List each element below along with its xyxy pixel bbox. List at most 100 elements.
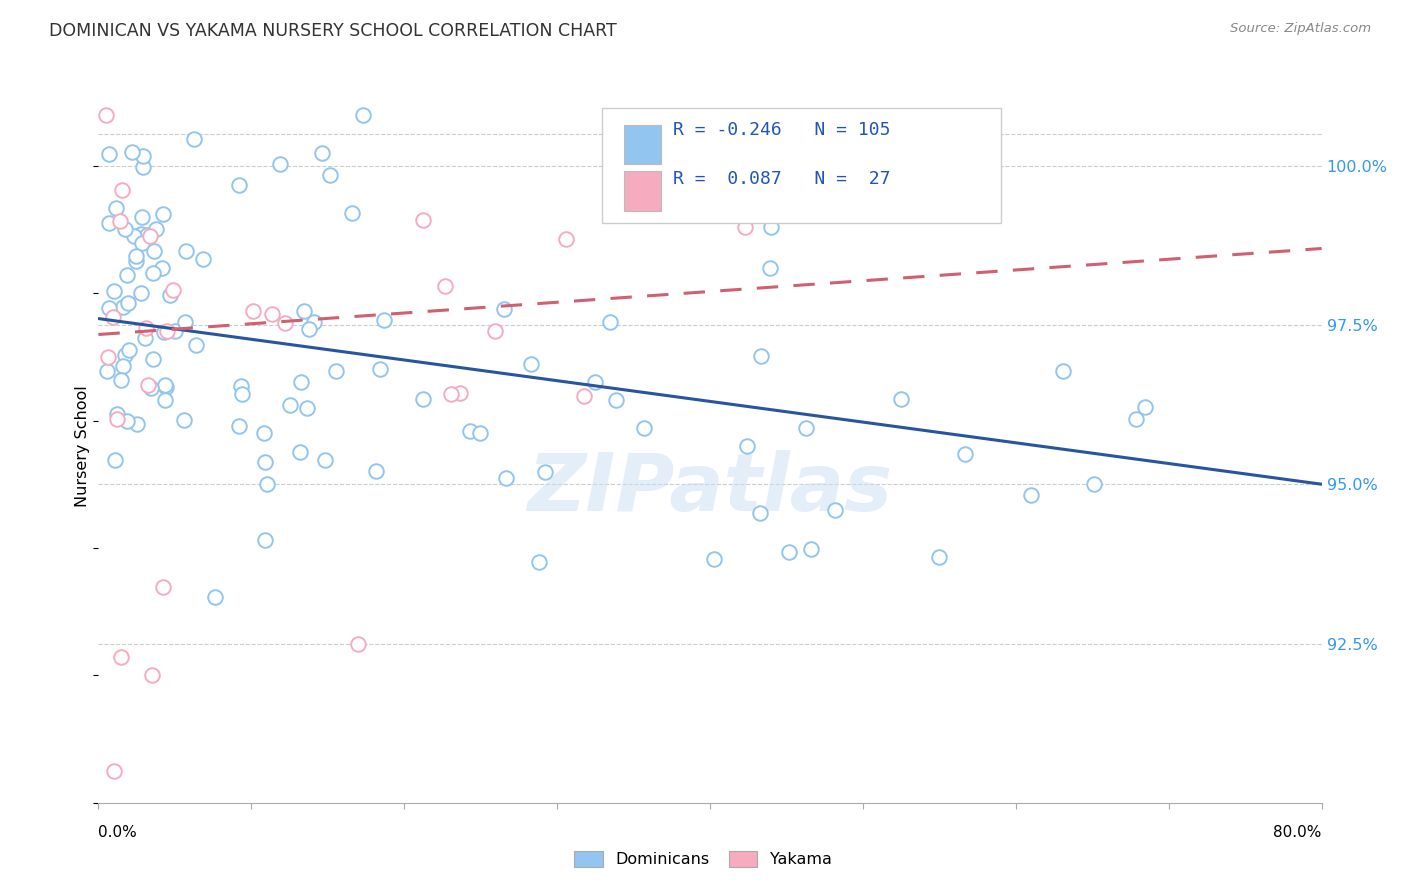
Point: [174, 244, 197, 258]
Point: [412, 392, 434, 406]
Point: [495, 471, 517, 485]
Point: [605, 392, 627, 407]
Point: [174, 315, 197, 329]
Point: [103, 764, 125, 778]
Point: [125, 417, 148, 431]
Point: [121, 145, 143, 160]
Point: [142, 244, 165, 258]
FancyBboxPatch shape: [624, 125, 661, 164]
Text: ZIPatlas: ZIPatlas: [527, 450, 893, 528]
Point: [141, 668, 163, 682]
Point: [131, 236, 153, 251]
Point: [108, 214, 131, 228]
Point: [163, 324, 186, 338]
Point: [97, 301, 120, 315]
FancyBboxPatch shape: [624, 171, 661, 211]
Point: [735, 439, 758, 453]
Point: [1133, 400, 1156, 414]
Point: [162, 283, 184, 297]
Point: [184, 338, 207, 352]
Point: [129, 285, 152, 300]
FancyBboxPatch shape: [602, 109, 1001, 223]
Text: R = -0.246   N = 105: R = -0.246 N = 105: [673, 121, 891, 139]
Point: [468, 426, 491, 441]
Point: [458, 425, 481, 439]
Point: [228, 178, 250, 192]
Point: [125, 249, 148, 263]
Point: [105, 407, 128, 421]
Point: [290, 376, 312, 390]
Point: [114, 222, 136, 236]
Point: [152, 207, 174, 221]
Point: [583, 375, 606, 389]
Point: [134, 331, 156, 345]
Text: Source: ZipAtlas.com: Source: ZipAtlas.com: [1230, 22, 1371, 36]
Point: [152, 580, 174, 594]
Point: [111, 183, 134, 197]
Text: 0.0%: 0.0%: [98, 825, 138, 840]
Point: [555, 232, 578, 246]
Point: [105, 201, 128, 215]
Text: R =  0.087   N =  27: R = 0.087 N = 27: [673, 169, 891, 188]
Point: [304, 315, 326, 329]
Text: 80.0%: 80.0%: [1274, 825, 1322, 840]
Point: [433, 279, 456, 293]
Point: [105, 412, 128, 426]
Legend: Dominicans, Yakama: Dominicans, Yakama: [565, 843, 841, 875]
Point: [633, 420, 655, 434]
Point: [278, 398, 301, 412]
Point: [183, 132, 205, 146]
Point: [262, 307, 284, 321]
Point: [928, 549, 950, 564]
Point: [111, 300, 134, 314]
Point: [193, 252, 215, 266]
Point: [527, 555, 550, 569]
Point: [778, 545, 800, 559]
Point: [1019, 488, 1042, 502]
Point: [110, 373, 132, 387]
Point: [231, 378, 253, 392]
Point: [117, 296, 139, 310]
Point: [155, 380, 177, 394]
Point: [135, 321, 157, 335]
Point: [1083, 477, 1105, 491]
Point: [101, 310, 124, 325]
Point: [228, 419, 250, 434]
Point: [319, 168, 342, 182]
Point: [749, 349, 772, 363]
Point: [118, 343, 141, 357]
Point: [758, 260, 780, 275]
Point: [152, 326, 174, 340]
Point: [132, 161, 155, 175]
Point: [269, 156, 291, 170]
Point: [136, 227, 159, 242]
Point: [155, 324, 177, 338]
Point: [242, 303, 264, 318]
Point: [139, 228, 162, 243]
Point: [366, 464, 388, 478]
Point: [104, 452, 127, 467]
Point: [325, 364, 347, 378]
Point: [153, 377, 176, 392]
Point: [347, 636, 370, 650]
Text: DOMINICAN VS YAKAMA NURSERY SCHOOL CORRELATION CHART: DOMINICAN VS YAKAMA NURSERY SCHOOL CORRE…: [49, 22, 617, 40]
Point: [142, 351, 165, 366]
Point: [1052, 364, 1074, 378]
Point: [204, 590, 226, 604]
Point: [440, 387, 463, 401]
Point: [449, 386, 471, 401]
Point: [110, 649, 132, 664]
Point: [352, 108, 374, 122]
Point: [124, 254, 146, 268]
Point: [98, 147, 121, 161]
Point: [368, 362, 391, 376]
Point: [114, 348, 136, 362]
Point: [373, 313, 395, 327]
Point: [132, 149, 155, 163]
Point: [231, 387, 253, 401]
Point: [748, 506, 770, 520]
Point: [150, 261, 173, 276]
Point: [288, 445, 311, 459]
Point: [97, 216, 120, 230]
Point: [574, 389, 596, 403]
